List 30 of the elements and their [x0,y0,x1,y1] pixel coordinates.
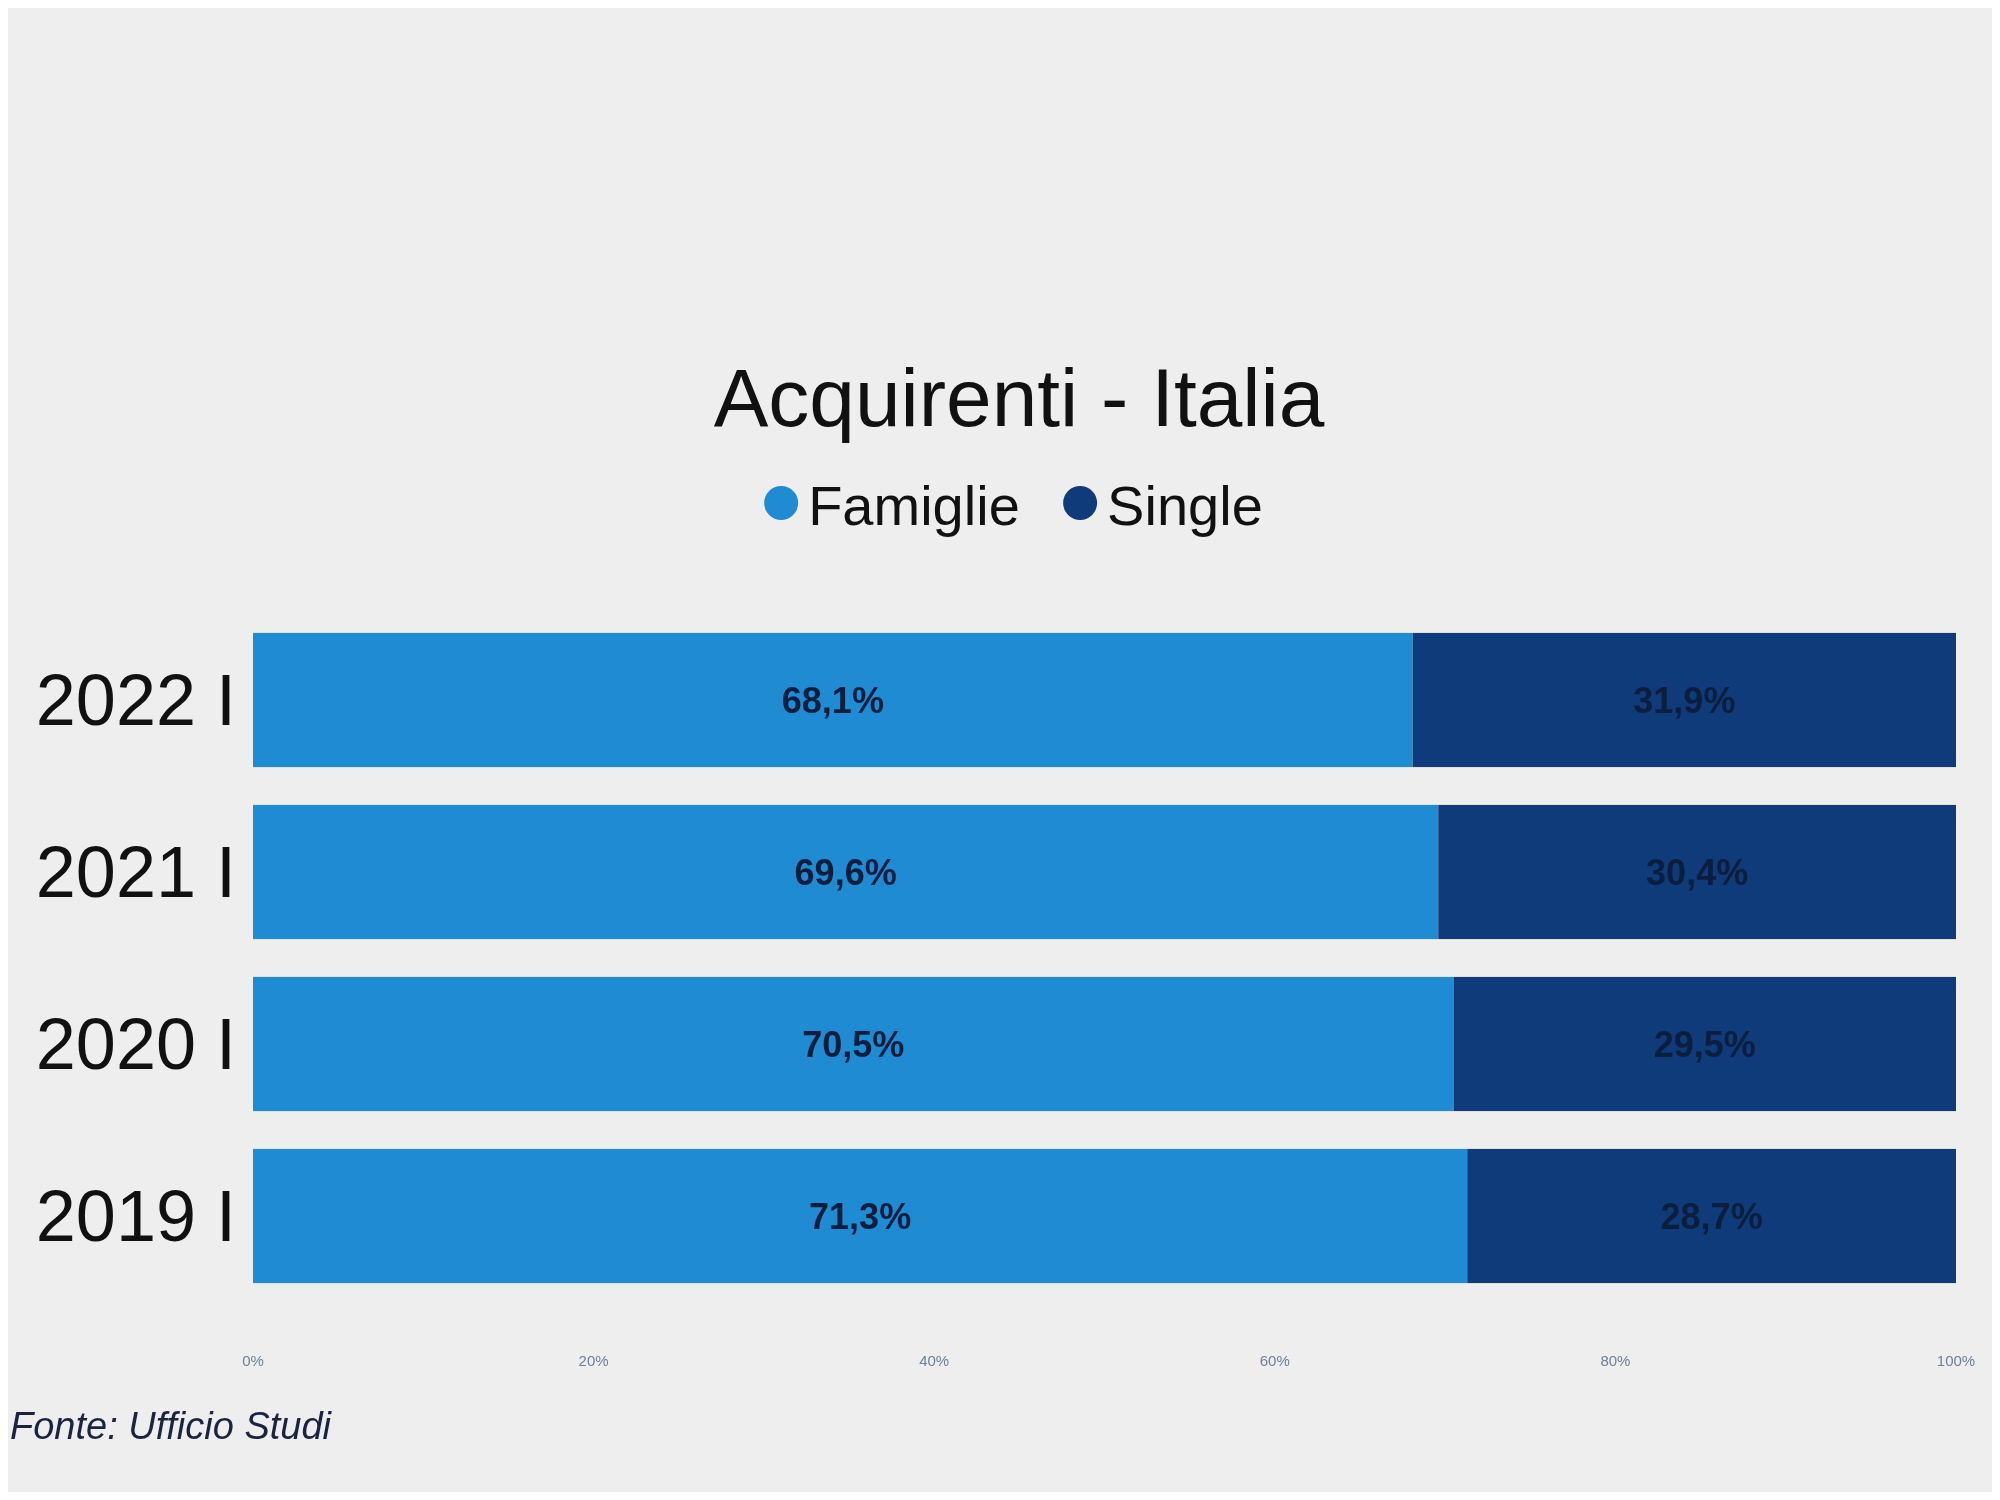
y-tick-label: 2019 I [35,1176,236,1256]
bar [1412,632,1956,768]
legend-label: Single [1107,473,1263,537]
y-tick-label: 2022 I [35,660,236,740]
legend-label: Famiglie [808,473,1020,537]
data-label: 71,3% [809,1195,912,1237]
chart-title: Acquirenti - Italia [713,351,1325,443]
data-label: 30,4% [1646,851,1749,893]
bar [1438,804,1956,940]
x-tick-label: 40% [919,1351,950,1369]
bar [253,1148,1468,1284]
data-label: 70,5% [802,1023,905,1065]
data-label: 29,5% [1653,1023,1756,1065]
data-label: 31,9% [1633,679,1736,721]
x-tick-label: 20% [578,1351,609,1369]
x-tick-label: 0% [242,1351,264,1369]
x-tick-label: 100% [1936,1351,1976,1369]
x-tick-label: 80% [1600,1351,1631,1369]
y-tick-label: 2021 I [35,832,236,912]
bar [1453,976,1956,1112]
bar [253,976,1454,1112]
bar [1467,1148,1956,1284]
bar [253,804,1439,940]
data-label: 28,7% [1660,1195,1763,1237]
bar [253,632,1413,768]
y-tick-label: 2020 I [35,1004,236,1084]
data-label: 68,1% [781,679,884,721]
data-label: 69,6% [794,851,897,893]
source-note: Fonte: Ufficio Studi [10,1405,333,1447]
x-tick-label: 60% [1259,1351,1290,1369]
